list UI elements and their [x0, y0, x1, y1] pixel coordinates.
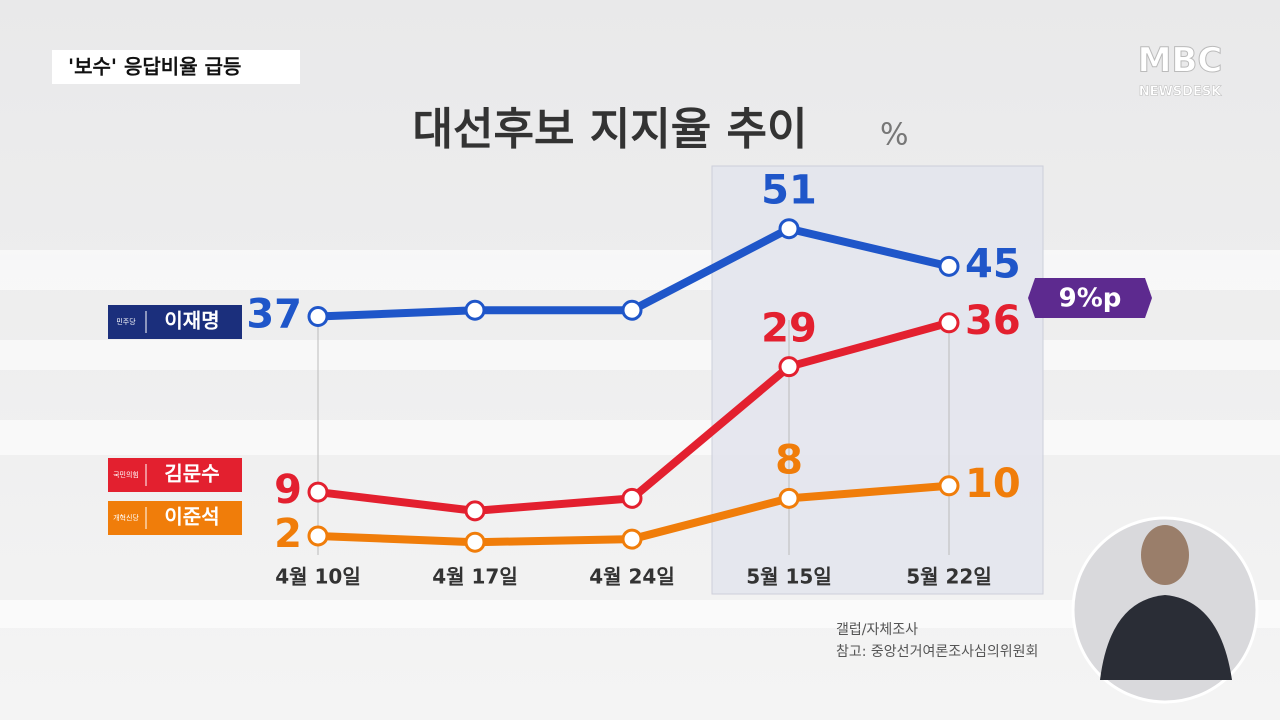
x-tick-label: 4월 24일 [589, 565, 675, 589]
x-tick-label: 5월 22일 [906, 565, 992, 589]
point [938, 475, 960, 497]
gap-badge [1028, 278, 1152, 318]
point [307, 525, 329, 547]
value-label: 37 [246, 292, 302, 338]
caption: '보수' 응답비율 급등 [68, 55, 241, 79]
highlight-box [711, 165, 1044, 595]
source: 갤럽/자체조사 [836, 622, 918, 638]
legend-box [108, 305, 242, 339]
value-label: 9 [274, 467, 302, 513]
logo-sub: NEWSDESK [1139, 85, 1222, 100]
legend-box [108, 501, 242, 535]
interpreter [1071, 516, 1259, 704]
value-label: 29 [761, 306, 817, 352]
legend-party: 국민의힘 [113, 470, 139, 479]
x-tick-label: 4월 10일 [275, 565, 361, 589]
point [778, 356, 800, 378]
point [778, 218, 800, 240]
point [307, 306, 329, 328]
point [778, 487, 800, 509]
caption-box [52, 50, 300, 84]
point [621, 528, 643, 550]
point [938, 312, 960, 334]
point [938, 255, 960, 277]
point [621, 487, 643, 509]
x-tick-label: 5월 15일 [746, 565, 832, 589]
legend-box [108, 458, 242, 492]
stripes [0, 250, 1280, 628]
x-tick-label: 4월 17일 [432, 565, 518, 589]
legend-name: 김문수 [164, 462, 219, 486]
value-label: 45 [965, 241, 1021, 287]
legend-name: 이재명 [164, 309, 219, 333]
value-label: 36 [965, 298, 1021, 344]
note: 참고: 중앙선거여론조사심의위원회 [836, 644, 1038, 660]
chart-title: 대선후보 지지율 추이 [413, 104, 808, 155]
value-label: 10 [965, 461, 1021, 507]
point [307, 481, 329, 503]
point [621, 299, 643, 321]
point [464, 299, 486, 321]
point [464, 500, 486, 522]
legend-party: 개혁신당 [113, 513, 139, 522]
value-label: 2 [274, 511, 302, 557]
point [464, 531, 486, 553]
value-label: 8 [775, 437, 803, 483]
legend-party: 민주당 [116, 317, 136, 326]
logo: MBC [1138, 41, 1223, 81]
value-label: 51 [761, 168, 817, 214]
gap-label: 9%p [1059, 284, 1122, 314]
legend-name: 이준석 [164, 505, 219, 529]
unit: % [880, 118, 909, 153]
